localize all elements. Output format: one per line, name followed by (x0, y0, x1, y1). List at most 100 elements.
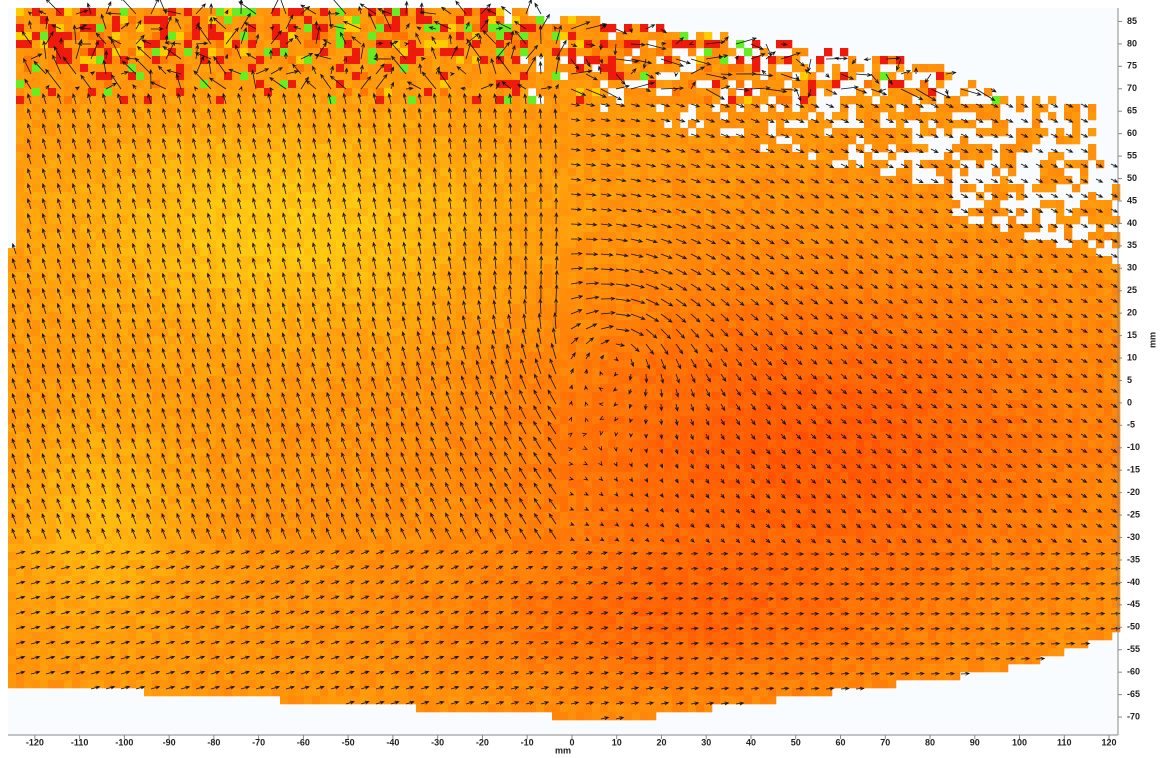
heat-cell (616, 240, 625, 249)
heat-cell (248, 264, 257, 273)
heat-cell (56, 80, 65, 89)
heat-cell (432, 104, 441, 113)
heat-cell (696, 232, 705, 241)
heat-cell (392, 176, 401, 185)
heat-cell (40, 280, 49, 289)
heat-cell (584, 312, 593, 321)
heat-cell (456, 280, 465, 289)
heat-cell (424, 168, 433, 177)
heat-cell (24, 280, 33, 289)
heat-cell (360, 152, 369, 161)
heat-cell (832, 184, 841, 193)
heat-cell (328, 216, 337, 225)
heat-cell (1088, 272, 1097, 281)
heat-cell (168, 48, 177, 57)
heat-cell (712, 272, 721, 281)
heat-cell (648, 200, 657, 209)
heat-cell (1056, 304, 1065, 313)
heat-cell (176, 168, 185, 177)
heat-cell (776, 176, 785, 185)
heat-cell (152, 136, 161, 145)
heat-cell (888, 216, 897, 225)
heat-cell (344, 48, 353, 57)
heat-cell (344, 64, 353, 73)
heat-cell (360, 176, 369, 185)
heat-cell (856, 184, 865, 193)
heat-cell (920, 192, 929, 201)
heat-cell (248, 304, 257, 313)
heat-cell (560, 280, 569, 289)
heat-cell (336, 168, 345, 177)
heat-cell (576, 312, 585, 321)
heat-cell (680, 176, 689, 185)
heat-cell (272, 136, 281, 145)
heat-cell (992, 200, 1001, 209)
heat-cell (304, 112, 313, 121)
heat-cell (272, 80, 281, 89)
heat-cell (280, 104, 289, 113)
heat-cell (424, 64, 433, 73)
heat-cell (336, 280, 345, 289)
heat-cell (624, 24, 633, 33)
heat-cell (112, 344, 121, 353)
heat-cell (744, 104, 753, 113)
heat-cell (664, 128, 673, 137)
heat-cell (680, 32, 689, 41)
heat-cell (168, 176, 177, 185)
heat-cell (104, 264, 113, 273)
heat-cell (336, 240, 345, 249)
heat-cell (1032, 208, 1041, 217)
heat-cell (472, 160, 481, 169)
heat-cell (928, 336, 937, 345)
heat-cell (48, 16, 57, 25)
heat-cell (576, 216, 585, 225)
heat-cell (256, 336, 265, 345)
heat-cell (288, 192, 297, 201)
heat-cell (216, 280, 225, 289)
heat-cell (1056, 248, 1065, 257)
heat-cell (512, 8, 521, 17)
heat-cell (568, 168, 577, 177)
heat-cell (944, 200, 953, 209)
heat-cell (1056, 296, 1065, 305)
heat-cell (256, 208, 265, 217)
heat-cell (168, 328, 177, 337)
heat-cell (728, 144, 737, 153)
heat-cell (152, 312, 161, 321)
heat-cell (256, 24, 265, 33)
heat-cell (432, 56, 441, 65)
heat-cell (488, 208, 497, 217)
heat-cell (64, 160, 73, 169)
heat-cell (40, 56, 49, 65)
heat-cell (344, 72, 353, 81)
heat-cell (752, 144, 761, 153)
heat-cell (408, 8, 417, 17)
heat-cell (288, 256, 297, 265)
heat-cell (136, 312, 145, 321)
heat-cell (720, 200, 729, 209)
heat-cell (392, 264, 401, 273)
heat-cell (816, 152, 825, 161)
heat-cell (968, 248, 977, 257)
heat-cell (80, 24, 89, 33)
heat-cell (248, 8, 257, 17)
heat-cell (568, 32, 577, 41)
heat-cell (376, 56, 385, 65)
heat-cell (192, 192, 201, 201)
heat-cell (88, 104, 97, 113)
heat-cell (320, 288, 329, 297)
heat-cell (328, 248, 337, 257)
heat-cell (728, 64, 737, 73)
heat-cell (504, 136, 513, 145)
heat-cell (184, 232, 193, 241)
heat-cell (632, 272, 641, 281)
heat-cell (672, 120, 681, 129)
heat-cell (672, 64, 681, 73)
heat-cell (856, 216, 865, 225)
heat-cell (368, 48, 377, 57)
heat-cell (248, 216, 257, 225)
heat-cell (264, 208, 273, 217)
heat-cell (192, 304, 201, 313)
heat-cell (304, 24, 313, 33)
heat-cell (72, 336, 81, 345)
